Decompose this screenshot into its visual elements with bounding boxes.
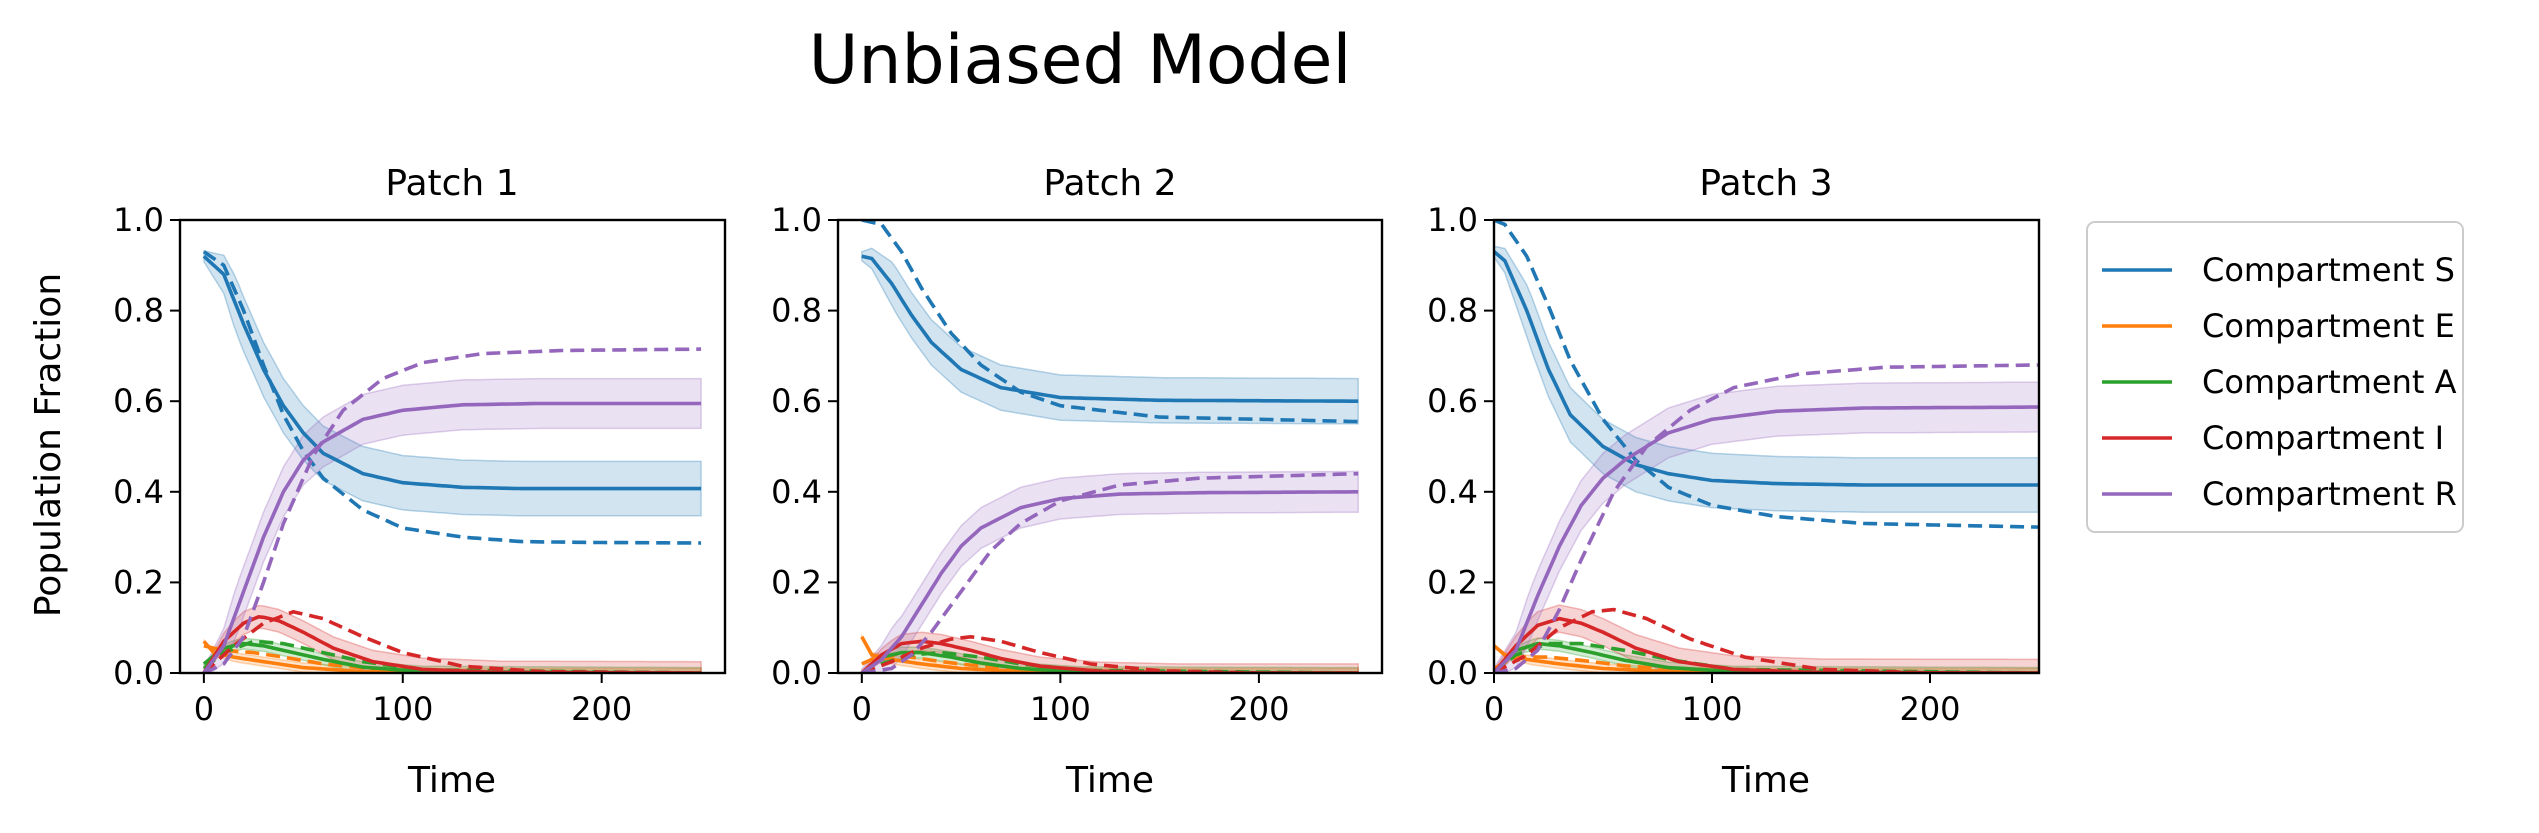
x-tick-label: 100 xyxy=(372,690,433,728)
x-axis-label: Time xyxy=(407,760,496,801)
band-r xyxy=(203,377,702,673)
solid-line-r xyxy=(860,490,1359,673)
dashed-line-s xyxy=(202,250,702,545)
y-tick-label: 0.6 xyxy=(113,382,164,420)
dashed-line-r xyxy=(861,471,1359,673)
y-tick-label: 1.0 xyxy=(771,201,822,239)
solid-line-s xyxy=(861,254,1359,403)
solid-line-r xyxy=(202,401,702,673)
legend-label-r: Compartment R xyxy=(2202,475,2457,513)
x-tick-label: 100 xyxy=(1681,690,1742,728)
x-tick-label: 100 xyxy=(1030,690,1091,728)
solid-line-s xyxy=(202,254,702,491)
y-tick-label: 0.2 xyxy=(1427,563,1478,601)
axes-frame xyxy=(836,218,1384,675)
x-tick-label: 0 xyxy=(194,690,214,728)
solid-line-s xyxy=(1494,250,2039,487)
dashed-line-s xyxy=(861,220,1359,424)
dashed-line-i xyxy=(861,634,1359,673)
plot-area: 0.0 0.2 0.4 0.6 0.8 1.0 0 100 200 xyxy=(1427,201,2041,728)
y-axis-label: Population Fraction xyxy=(28,273,69,617)
legend-label-e: Compartment E xyxy=(2202,307,2455,345)
y-tick-label: 0.0 xyxy=(1427,654,1478,692)
dashed-line-i xyxy=(1494,607,2039,673)
legend-label-a: Compartment A xyxy=(2202,363,2457,401)
panel-title: Patch 2 xyxy=(1043,163,1176,204)
x-tick-label: 200 xyxy=(1899,690,1960,728)
x-axis-label: Time xyxy=(1065,760,1154,801)
dashed-line-r xyxy=(1494,363,2039,673)
dashed-line-r xyxy=(203,347,702,673)
y-tick-label: 1.0 xyxy=(1427,201,1478,239)
y-tick-label: 0.8 xyxy=(113,292,164,330)
y-tick-label: 0.6 xyxy=(1427,382,1478,420)
x-axis-label: Time xyxy=(1721,760,1810,801)
x-tick-label: 0 xyxy=(852,690,872,728)
panel-patch-3: Patch 3 Time 0.0 0.2 0.4 0.6 0.8 1.0 0 100 200 xyxy=(1427,163,2041,801)
solid-line-i xyxy=(860,639,1359,673)
dashed-line-s xyxy=(1494,220,2039,529)
y-tick-label: 0.2 xyxy=(113,563,164,601)
solid-line-r xyxy=(1494,405,2039,673)
y-tick-label: 0.4 xyxy=(1427,473,1478,511)
x-tick-label: 200 xyxy=(571,690,632,728)
solid-line-e xyxy=(202,640,702,673)
band-s xyxy=(1494,245,2039,513)
dashed-line-e xyxy=(861,653,1359,673)
legend-label-s: Compartment S xyxy=(2202,251,2455,289)
y-tick-label: 0.4 xyxy=(113,473,164,511)
solid-line-e xyxy=(1494,644,2039,673)
plot-area: 0.0 0.2 0.4 0.6 0.8 1.0 0 100 200 xyxy=(113,201,727,728)
panel-patch-2: Patch 2 Time 0.0 0.2 0.4 0.6 0.8 1.0 0 100 200 xyxy=(771,163,1384,801)
y-tick-label: 0.6 xyxy=(771,382,822,420)
solid-line-e xyxy=(860,635,1359,673)
panel-title: Patch 3 xyxy=(1699,163,1832,204)
band-r xyxy=(861,470,1359,673)
x-tick-label: 0 xyxy=(1484,690,1504,728)
legend-label-i: Compartment I xyxy=(2202,419,2444,457)
panel-patch-1: Patch 1 Time 0.0 0.2 0.4 0.6 0.8 1.0 0 100 200 xyxy=(113,163,727,801)
legend: Compartment S Compartment E Compartment A C… xyxy=(2086,221,2464,533)
axes-frame xyxy=(1492,218,2041,675)
x-tick-label: 200 xyxy=(1228,690,1289,728)
y-tick-label: 0.8 xyxy=(771,292,822,330)
legend-frame xyxy=(2086,221,2464,533)
plot-area: 0.0 0.2 0.4 0.6 0.8 1.0 0 100 200 xyxy=(771,201,1384,728)
figure-title: Unbiased Model xyxy=(809,21,1352,100)
axes-frame xyxy=(178,218,727,675)
band-s xyxy=(203,249,702,517)
y-tick-label: 0.4 xyxy=(771,473,822,511)
panel-title: Patch 1 xyxy=(385,163,518,204)
y-tick-label: 0.0 xyxy=(771,654,822,692)
y-tick-label: 0.0 xyxy=(113,654,164,692)
y-tick-label: 1.0 xyxy=(113,201,164,239)
y-tick-label: 0.2 xyxy=(771,563,822,601)
y-tick-label: 0.8 xyxy=(1427,292,1478,330)
